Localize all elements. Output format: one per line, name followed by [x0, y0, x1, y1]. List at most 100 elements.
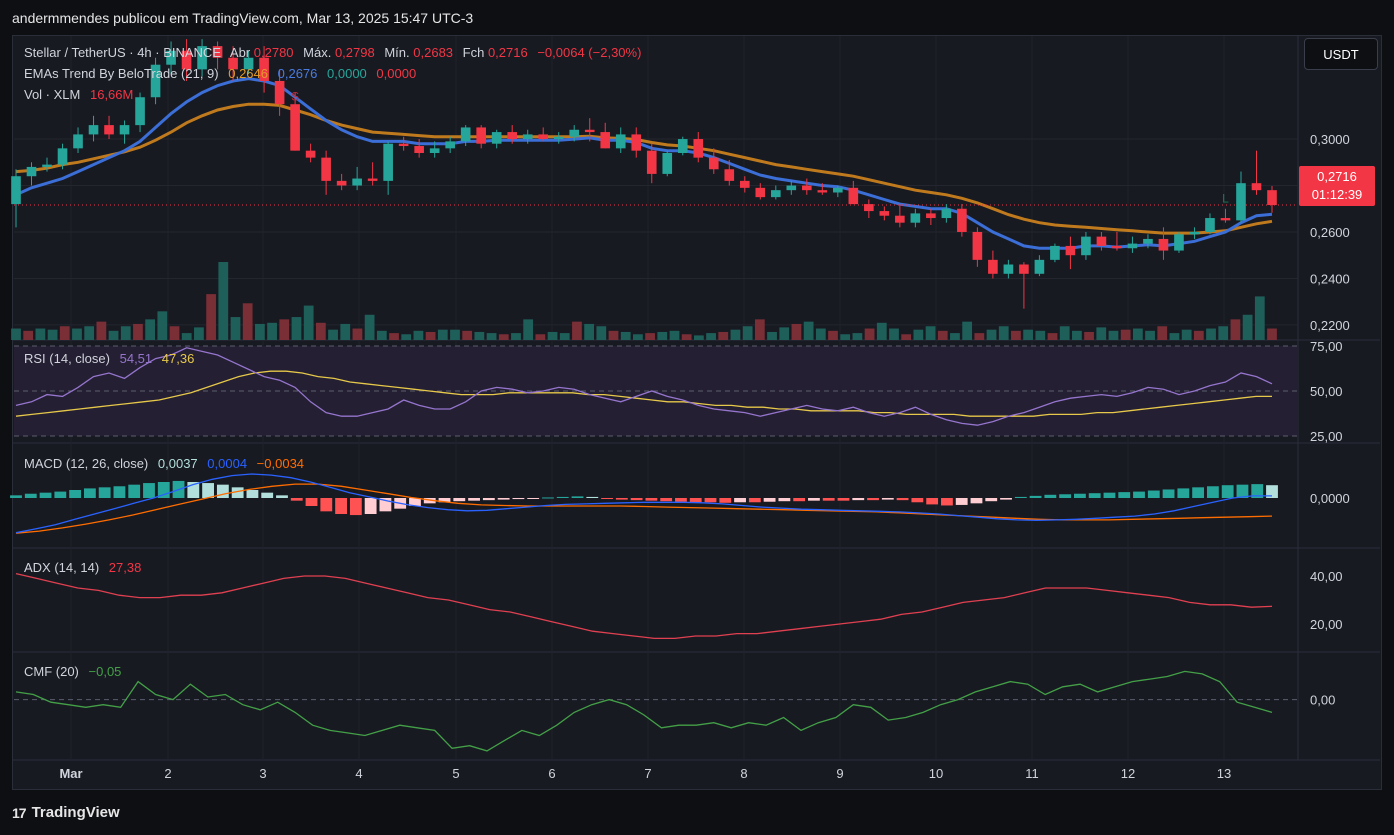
volume-bar	[303, 305, 314, 340]
macd-histogram-bar	[911, 498, 924, 503]
volume-bar	[754, 319, 765, 340]
macd-histogram-bar	[985, 498, 998, 502]
volume-bar	[1242, 314, 1253, 340]
macd-histogram-bar	[482, 498, 495, 501]
macd-histogram-bar	[276, 495, 288, 498]
candle-body	[367, 178, 378, 181]
macd-histogram-bar	[734, 498, 746, 503]
macd-histogram-bar	[970, 498, 983, 504]
rsi-line	[15, 347, 1273, 426]
volume-bar	[279, 319, 290, 340]
volume-bar	[840, 334, 851, 340]
volume-legend[interactable]: Vol · XLM 16,66M	[24, 87, 139, 102]
volume-bar	[547, 331, 558, 340]
volume-bar	[523, 319, 534, 340]
macd-legend[interactable]: MACD (12, 26, close) 0,0037 0,0004 −0,00…	[24, 456, 310, 471]
x-tick-label: 10	[929, 766, 943, 781]
macd-histogram-bar	[39, 492, 52, 498]
cmf-legend[interactable]: CMF (20) −0,05	[24, 664, 127, 679]
candle-body	[476, 127, 486, 144]
adx-legend[interactable]: ADX (14, 14) 27,38	[24, 560, 147, 575]
macd-histogram-bar	[128, 484, 141, 498]
last-price-tag: 0,2716 01:12:39	[1299, 166, 1375, 206]
volume-bar	[535, 334, 546, 340]
volume-bar	[779, 327, 790, 340]
volume-bar	[72, 328, 82, 340]
bar-countdown: 01:12:39	[1311, 187, 1363, 202]
candle-body	[259, 57, 269, 81]
macd-histogram-bar	[748, 498, 761, 503]
macd-histogram-bar	[157, 482, 170, 498]
candle-body	[243, 57, 254, 70]
macd-histogram-bar	[675, 498, 687, 502]
macd-histogram-bar	[941, 498, 953, 506]
volume-bar	[1084, 331, 1094, 340]
volume-bar	[1254, 296, 1265, 340]
volume-name: Vol · XLM	[24, 87, 81, 102]
ema-value-2: 0,2676	[277, 66, 318, 81]
signal-marker: L	[1222, 192, 1229, 206]
volume-bar	[1181, 329, 1192, 340]
candle-body	[646, 150, 657, 174]
volume-bar	[1047, 333, 1058, 340]
macd-histogram-bar	[542, 497, 554, 499]
candle-body	[398, 143, 409, 147]
volume-bar	[145, 319, 156, 340]
ema-slow-line	[15, 102, 1273, 235]
rsi-legend[interactable]: RSI (14, close) 54,51 47,36	[24, 351, 200, 366]
volume-bar	[1059, 326, 1070, 340]
macd-histogram-bar	[1206, 486, 1219, 498]
macd-histogram-bar	[793, 498, 806, 502]
candle-body	[135, 97, 145, 126]
candle-body	[677, 139, 688, 153]
candle-body	[228, 57, 238, 70]
ema-legend[interactable]: EMAs Trend By BeloTrade (21, 9) 0,2646 0…	[24, 66, 422, 81]
volume-bar	[120, 326, 131, 340]
macd-histogram-bar	[1014, 496, 1027, 498]
close-label: Fch	[462, 45, 485, 60]
close-value: 0,2716	[487, 45, 528, 60]
currency-button[interactable]: USDT	[1304, 38, 1378, 70]
volume-bar	[328, 329, 338, 340]
volume-bar	[35, 328, 46, 340]
macd-histogram-bar	[1118, 492, 1131, 498]
volume-bar	[23, 330, 34, 340]
macd-histogram-bar	[379, 498, 392, 512]
symbol-name[interactable]: Stellar / TetherUS · 4h · BINANCE	[24, 45, 221, 60]
volume-bar	[340, 323, 351, 340]
candle-body	[445, 141, 455, 149]
volume-bar	[1157, 326, 1168, 340]
candle-body	[739, 180, 750, 188]
volume-bar	[255, 323, 265, 340]
volume-bar	[59, 326, 70, 340]
price-tick-label: 0,2600	[1310, 225, 1350, 240]
macd-histogram-bar	[216, 484, 229, 498]
candle-body	[212, 46, 223, 58]
tradingview-logo-icon: 17	[12, 804, 27, 821]
volume-bar	[267, 322, 277, 340]
macd-histogram-bar	[1103, 492, 1116, 498]
macd-histogram-bar	[1029, 495, 1042, 498]
volume-bar	[218, 262, 229, 340]
candle-body	[1081, 236, 1091, 256]
candle-body	[662, 152, 673, 174]
volume-bar	[791, 323, 802, 340]
adx-name: ADX (14, 14)	[24, 560, 100, 575]
price-tick-label: 0,3000	[1310, 132, 1350, 147]
volume-bar	[108, 330, 119, 340]
candle-body	[414, 146, 424, 153]
macd-histogram-bar	[231, 487, 244, 498]
volume-bar	[413, 330, 424, 340]
candle-body	[724, 169, 735, 181]
brand-name: TradingView	[31, 804, 120, 821]
macd-histogram-bar	[290, 498, 303, 501]
volume-bar	[352, 328, 363, 340]
volume-bar	[950, 333, 960, 340]
macd-histogram-bar	[615, 498, 628, 500]
volume-bar	[718, 331, 729, 340]
tradingview-footer[interactable]: 17 TradingView	[12, 804, 120, 821]
x-tick-label: 3	[259, 766, 266, 781]
candle-body	[569, 129, 580, 137]
volume-bar	[1096, 327, 1107, 340]
